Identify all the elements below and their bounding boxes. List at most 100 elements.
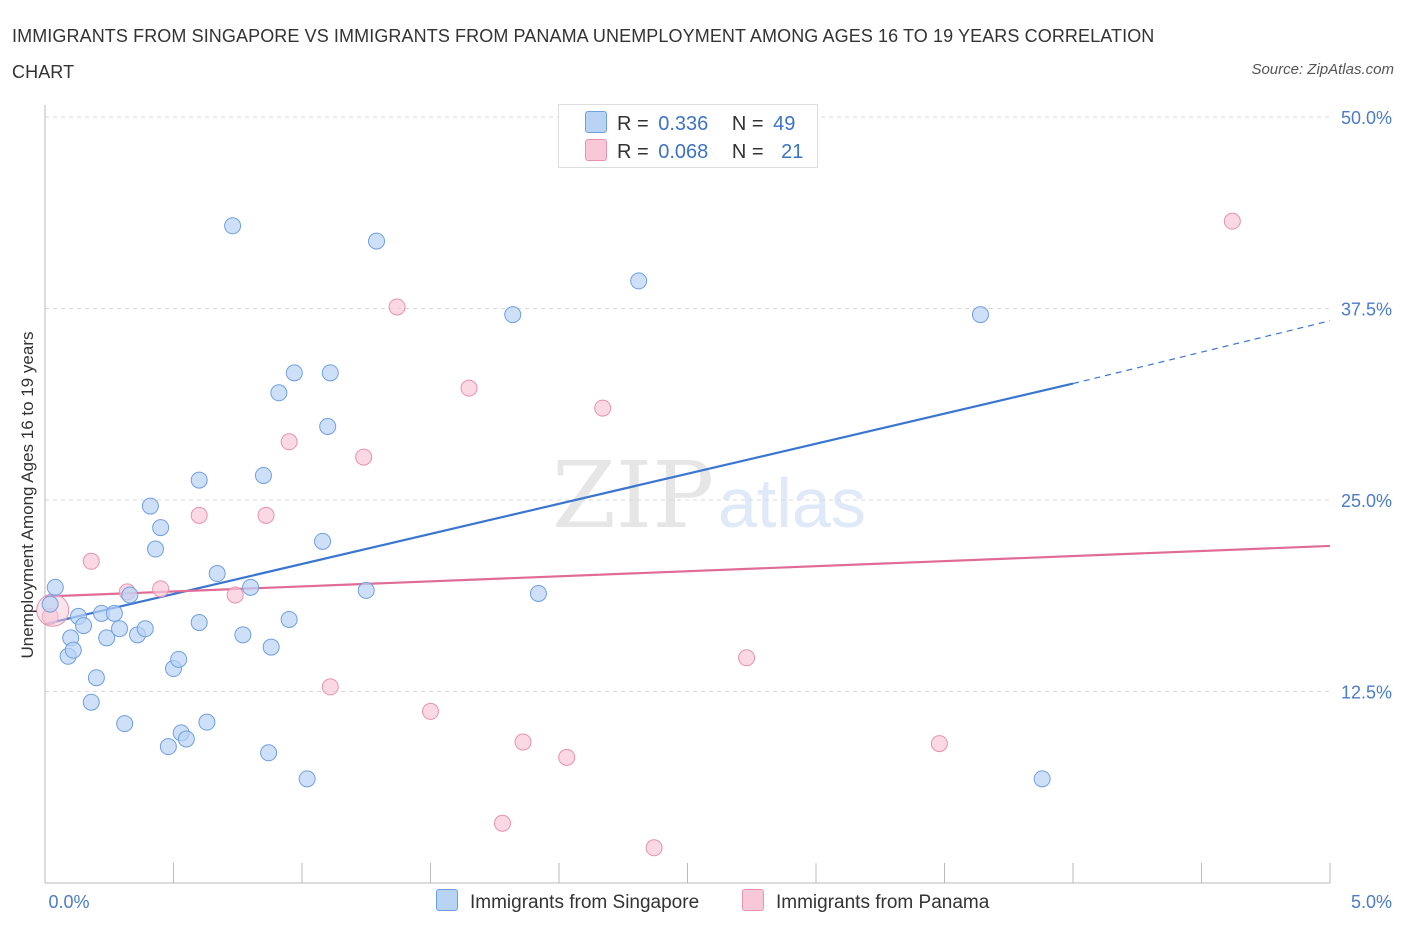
point-panama <box>930 735 948 753</box>
stats-legend: R = 0.336 N = 49 R = 0.068 N = 21 <box>558 104 818 168</box>
bottom-legend-label-singapore: Immigrants from Singapore <box>470 892 700 913</box>
y-tick-label: 25.0% <box>1341 491 1392 511</box>
point-singapore <box>159 738 177 756</box>
point-panama <box>558 748 576 766</box>
point-singapore <box>285 364 303 382</box>
legend-row-panama: R = 0.068 N = 21 <box>585 139 803 165</box>
trend-line-panama <box>44 544 1331 598</box>
legend-n-label: N = <box>731 141 764 163</box>
point-singapore <box>198 713 216 731</box>
bottom-legend-swatch-singapore <box>436 889 458 911</box>
point-singapore <box>260 744 278 762</box>
point-singapore <box>234 626 252 644</box>
grid-lines <box>45 116 1330 692</box>
legend-r-label: R = <box>617 113 649 135</box>
point-singapore <box>368 232 386 250</box>
point-singapore <box>87 669 105 687</box>
point-singapore <box>75 617 93 635</box>
point-singapore <box>242 578 260 596</box>
point-singapore <box>314 532 332 550</box>
legend-n-label: N = <box>731 113 764 135</box>
y-tick-label: 50.0% <box>1341 108 1392 128</box>
point-singapore <box>111 620 129 638</box>
point-singapore <box>298 770 316 788</box>
point-panama <box>514 733 532 751</box>
point-singapore <box>504 306 522 324</box>
x-tick-label: 5.0% <box>1351 892 1392 912</box>
point-singapore <box>319 417 337 435</box>
source-label: Source: ZipAtlas.com <box>1251 61 1394 78</box>
point-singapore <box>152 519 170 537</box>
point-panama <box>1223 212 1241 230</box>
point-singapore <box>529 584 547 602</box>
point-panama <box>738 649 756 667</box>
point-singapore <box>98 629 116 647</box>
bottom-legend-singapore: Immigrants from Singapore <box>436 889 699 914</box>
point-panama <box>594 399 612 417</box>
watermark-atlas: atlas <box>718 464 866 542</box>
point-panama <box>257 506 275 524</box>
point-singapore <box>64 641 82 659</box>
trend-lines <box>44 320 1331 626</box>
legend-row-singapore: R = 0.336 N = 49 <box>585 111 795 137</box>
points-panama <box>36 212 1241 857</box>
point-singapore <box>224 217 242 235</box>
point-singapore <box>147 540 165 558</box>
watermark-zip: ZIP <box>552 442 714 549</box>
chart-title: IMMIGRANTS FROM SINGAPORE VS IMMIGRANTS … <box>12 26 1155 82</box>
point-panama <box>645 839 663 857</box>
point-singapore <box>270 384 288 402</box>
y-tick-label: 37.5% <box>1341 300 1392 320</box>
bottom-legend-panama: Immigrants from Panama <box>742 889 989 914</box>
x-tick-label: 0.0% <box>48 892 89 912</box>
point-singapore <box>208 565 226 583</box>
x-tick-labels: 0.0% 5.0% <box>48 892 1392 912</box>
point-panama <box>493 814 511 832</box>
point-panama <box>280 433 298 451</box>
point-singapore <box>1033 770 1051 788</box>
point-singapore <box>136 620 154 638</box>
point-panama <box>388 298 406 316</box>
point-panama <box>82 552 100 570</box>
point-singapore <box>357 581 375 599</box>
legend-r-value: 0.068 <box>658 141 709 163</box>
y-tick-label: 12.5% <box>1341 683 1392 703</box>
point-panama <box>321 678 339 696</box>
y-tick-labels: 12.5% 25.0% 37.5% 50.0% <box>1341 108 1392 703</box>
bottom-legend-swatch-panama <box>742 889 764 911</box>
point-singapore <box>116 715 134 733</box>
point-singapore <box>121 586 139 604</box>
point-singapore <box>280 610 298 628</box>
point-singapore <box>190 471 208 489</box>
point-singapore <box>630 272 648 290</box>
point-singapore <box>46 578 64 596</box>
point-singapore <box>971 306 989 324</box>
point-singapore <box>82 693 100 711</box>
point-singapore <box>321 364 339 382</box>
point-singapore <box>105 604 123 622</box>
legend-r-label: R = <box>617 141 649 163</box>
y-axis-label: Unemployment Among Ages 16 to 19 years <box>18 332 37 659</box>
bottom-legend-label-panama: Immigrants from Panama <box>776 892 990 913</box>
point-singapore <box>254 466 272 484</box>
axes <box>44 105 1331 884</box>
point-singapore <box>141 497 159 515</box>
point-singapore <box>262 638 280 656</box>
point-panama <box>226 586 244 604</box>
point-panama <box>422 702 439 720</box>
point-singapore <box>41 595 59 613</box>
point-panama <box>190 506 208 524</box>
point-panama <box>152 580 170 598</box>
trend-line-singapore <box>44 382 1074 626</box>
legend-n-value: 21 <box>781 141 804 163</box>
point-panama <box>460 379 478 397</box>
point-singapore <box>190 614 208 632</box>
point-singapore <box>170 650 188 668</box>
point-singapore <box>177 730 195 748</box>
point-panama <box>355 448 373 466</box>
legend-r-value: 0.336 <box>658 113 709 135</box>
legend-n-value: 49 <box>773 113 796 135</box>
trend-line-singapore-extension <box>1072 320 1331 385</box>
legend-swatch-panama <box>585 139 607 161</box>
